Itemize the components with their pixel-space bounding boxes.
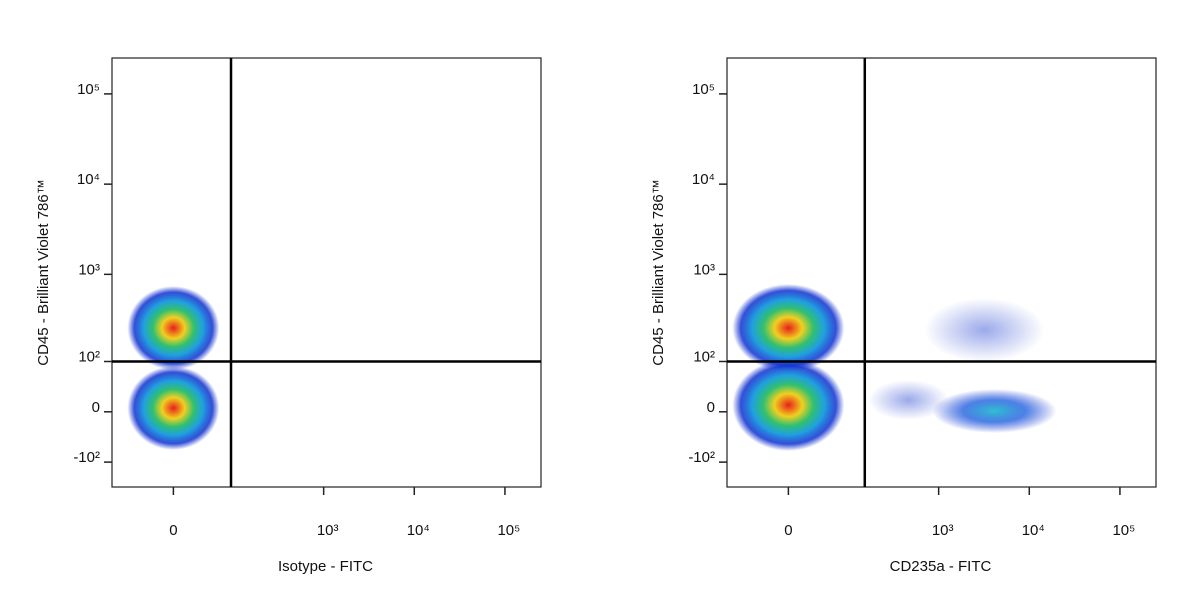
population-density: [868, 380, 949, 420]
x-tick-label: 10⁵: [1112, 522, 1135, 539]
x-tick-label: 0: [169, 522, 177, 539]
x-axis-label: Isotype - FITC: [278, 558, 373, 575]
y-tick-label: -10²: [688, 449, 715, 466]
x-tick-label: 10⁵: [497, 522, 520, 539]
population-density: [732, 284, 845, 372]
y-tick-label: 10³: [693, 261, 715, 278]
population-density: [732, 359, 845, 451]
x-tick-label: 10³: [932, 522, 954, 539]
y-tick-label: 0: [92, 399, 100, 416]
y-tick-label: -10²: [73, 449, 100, 466]
y-tick-label: 10⁵: [77, 81, 100, 98]
plot-frame: [111, 57, 542, 488]
population-density: [924, 298, 1045, 362]
y-tick-label: 10⁵: [692, 81, 715, 98]
population-density: [932, 389, 1057, 433]
y-tick-label: 10³: [78, 261, 100, 278]
x-tick-label: 10⁴: [407, 522, 430, 539]
x-tick-label: 10³: [317, 522, 339, 539]
population-density: [127, 366, 220, 450]
x-axis-label: CD235a - FITC: [890, 558, 992, 575]
y-axis-label: CD45 - Brilliant Violet 786™: [35, 179, 52, 365]
y-tick-label: 10⁴: [77, 171, 100, 188]
plot-frame: [726, 57, 1157, 488]
x-tick-label: 10⁴: [1022, 522, 1045, 539]
population-density: [127, 286, 220, 370]
y-tick-label: 0: [707, 399, 715, 416]
y-tick-label: 10²: [693, 348, 715, 365]
y-axis-label: CD45 - Brilliant Violet 786™: [650, 179, 667, 365]
y-tick-label: 10²: [78, 348, 100, 365]
y-tick-label: 10⁴: [692, 171, 715, 188]
x-tick-label: 0: [784, 522, 792, 539]
